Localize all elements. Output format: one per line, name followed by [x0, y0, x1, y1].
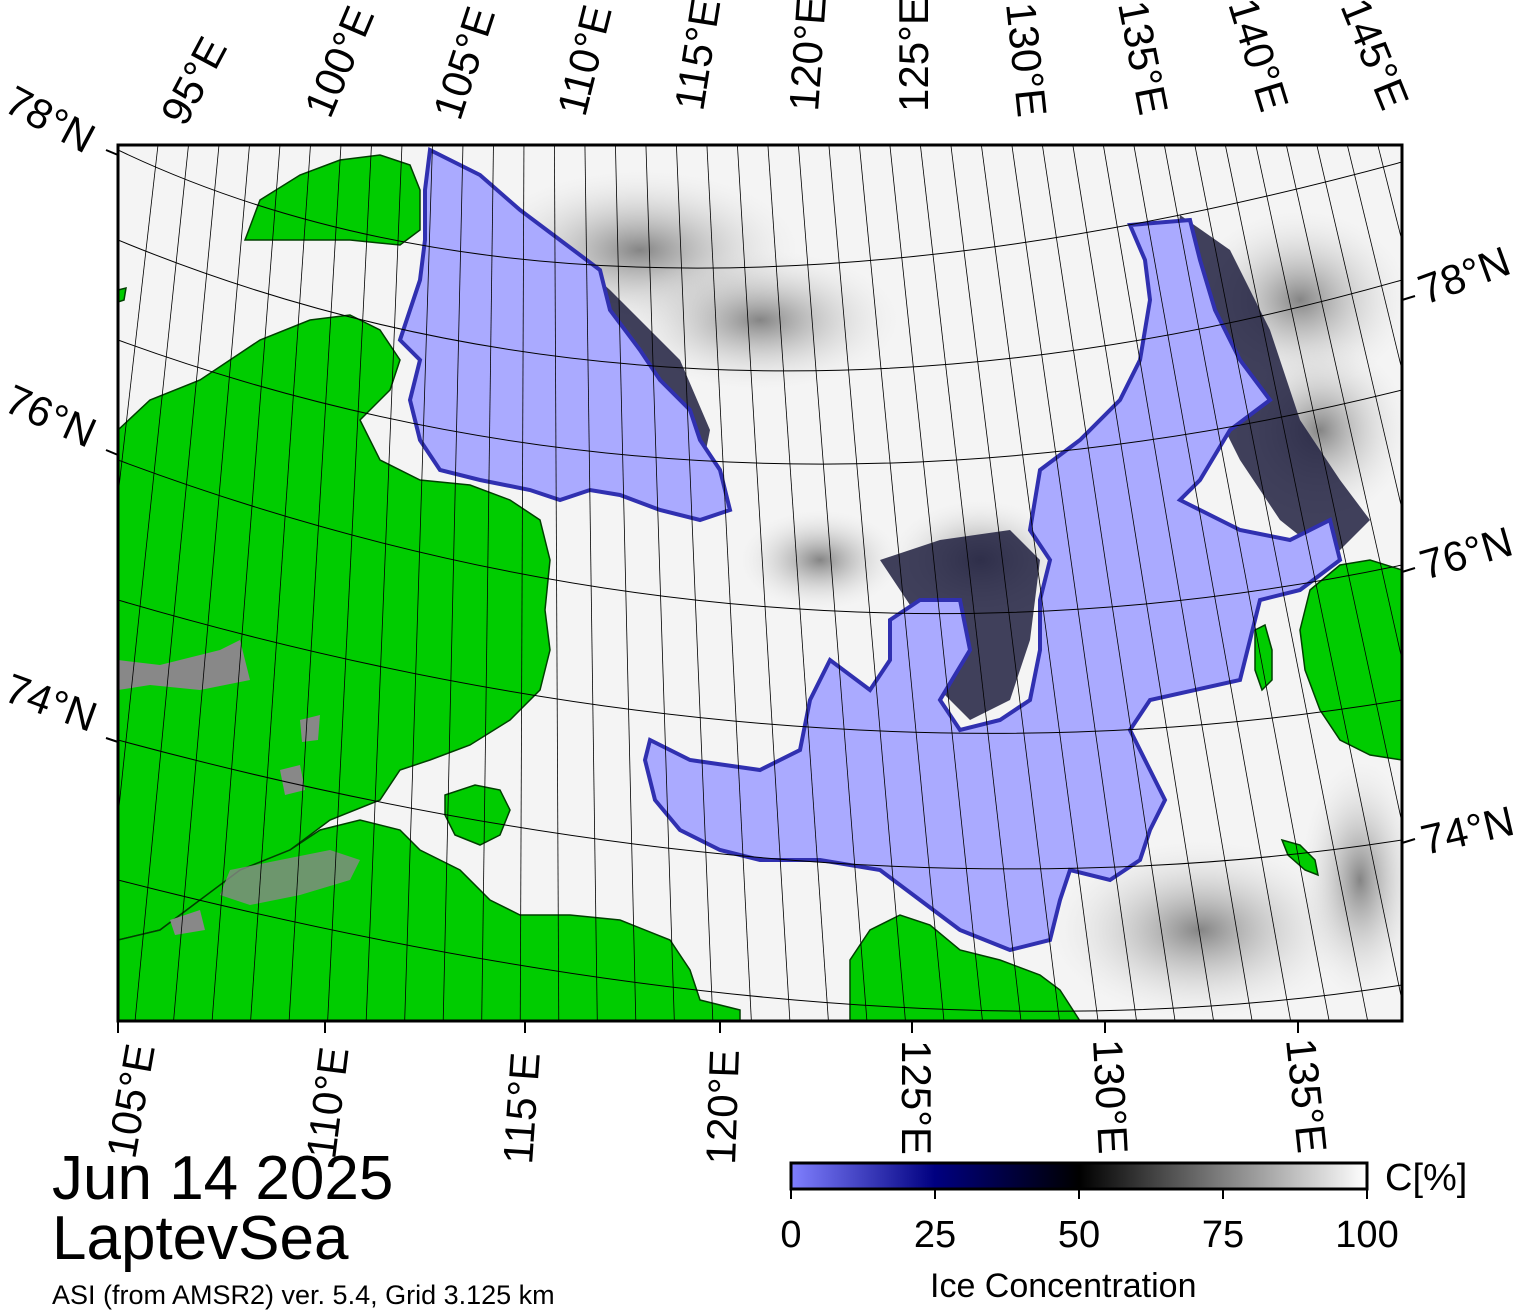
meridian-line [1316, 145, 1402, 511]
meridian-line [889, 145, 983, 1021]
lon-label-top-125: 125°E [890, 0, 937, 112]
meridian-line [519, 145, 525, 1021]
meridian-line [481, 145, 494, 1021]
lat-label-left-78: 78°N [0, 76, 103, 162]
meridian-line [365, 145, 403, 1021]
meridian-line [211, 145, 281, 1021]
meridians [118, 145, 1402, 1021]
meridian-line [1163, 145, 1330, 1021]
lat-label-right-76: 76°N [1415, 518, 1518, 589]
lon-label-bottom-115: 115°E [494, 1051, 549, 1166]
colorbar-tick-label: 50 [1057, 1214, 1101, 1256]
meridian-line [645, 145, 675, 1021]
lon-label-bottom-130: 130°E [1084, 1038, 1137, 1155]
meridian-line [1102, 145, 1253, 1021]
meridian-line [442, 145, 464, 1021]
meridian-line [1133, 145, 1292, 1021]
graticule [118, 149, 1402, 1012]
colorbar [789, 1161, 1369, 1191]
meridian-line [858, 145, 945, 1021]
meridian-line [950, 145, 1060, 1021]
meridian-line [118, 145, 159, 499]
land [118, 154, 1402, 1021]
meridian-line [288, 145, 342, 1021]
meridian-line [1194, 145, 1369, 1021]
lon-label-bottom-120: 120°E [697, 1049, 748, 1165]
meridian-line [737, 145, 791, 1021]
meridian-line [1072, 145, 1214, 1021]
lon-label-top-115: 115°E [665, 0, 729, 113]
colorbar-tick-label: 75 [1201, 1214, 1245, 1256]
meridian-line [1224, 145, 1402, 1003]
lon-label-top-105: 105°E [424, 1, 504, 125]
region-label: LaptevSea [52, 1204, 349, 1273]
meridian-line [919, 145, 1022, 1021]
lon-label-bottom-135: 135°E [1277, 1036, 1336, 1155]
lon-label-top-140: 140°E [1219, 0, 1298, 117]
lon-label-top-100: 100°E [295, 0, 383, 124]
meridian-line [118, 145, 189, 821]
lon-label-top-145: 145°E [1332, 0, 1419, 116]
colorbar-unit: C[%] [1385, 1157, 1468, 1199]
meridian-line [1346, 145, 1402, 372]
colorbar-tick-label: 25 [913, 1214, 957, 1256]
meridian-line [797, 145, 868, 1021]
meridian-line [1011, 145, 1137, 1021]
meridian-line [828, 145, 906, 1021]
date-label: Jun 14 2025 [52, 1144, 394, 1213]
meridian-line [706, 145, 752, 1021]
meridian-line [250, 145, 311, 1021]
lon-label-top-95: 95°E [151, 29, 235, 132]
lat-label-left-74: 74°N [0, 664, 103, 740]
lat-label-right-78: 78°N [1412, 237, 1516, 313]
meridian-line [615, 145, 637, 1021]
lon-label-bottom-125: 125°E [893, 1040, 940, 1155]
land-ice [118, 640, 360, 935]
meridian-line [404, 145, 433, 1021]
meridian-line [767, 145, 829, 1021]
meridian-line [980, 145, 1099, 1021]
meridian-line [134, 145, 220, 1021]
colorbar-ticks [790, 1189, 1368, 1199]
meridian-line [173, 145, 250, 1021]
colorbar-tick-label: 0 [780, 1214, 802, 1256]
colorbar-title: Ice Concentration [930, 1267, 1197, 1305]
meridian-line [1285, 145, 1402, 662]
lat-label-right-74: 74°N [1416, 797, 1518, 864]
colorbar-tick-label: 100 [1335, 1214, 1399, 1256]
meridian-line [676, 145, 714, 1021]
lon-label-top-110: 110°E [548, 0, 621, 120]
frame-ticks [105, 149, 1416, 1033]
lon-label-top-120: 120°E [780, 0, 835, 113]
lon-label-top-130: 130°E [997, 0, 1056, 119]
map-frame [116, 143, 1404, 1023]
meridian-line [1041, 145, 1176, 1021]
meridian-line [554, 145, 560, 1021]
meridian-line [1255, 145, 1402, 825]
lat-label-left-76: 76°N [0, 375, 103, 456]
source-label: ASI (from AMSR2) ver. 5.4, Grid 3.125 km [52, 1280, 555, 1310]
meridian-line [327, 145, 372, 1021]
meridian-line [584, 145, 598, 1021]
lon-label-top-135: 135°E [1109, 0, 1177, 118]
